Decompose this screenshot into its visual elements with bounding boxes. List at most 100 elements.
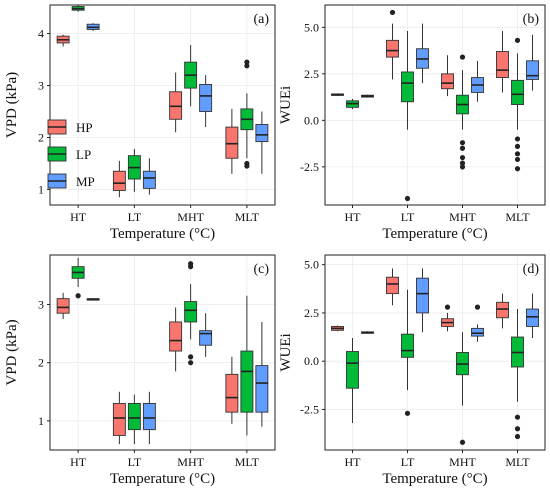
legend-item-LP: LP [47,146,91,162]
x-tick-label: MHT [449,210,476,224]
box-LP-HT [346,338,359,423]
x-tick-label: HT [70,455,87,469]
panel-border [49,254,276,451]
x-axis-title: Temperature (°C) [110,471,215,487]
box-HP-LT [386,268,399,306]
outlier-point [514,151,521,157]
box-MP-MLT [526,34,539,91]
box-MP-HT [361,331,374,334]
box-HP-HT [331,93,344,96]
panel-b: -2.5 0.0 2.5 5.0 HT LT MHT MLT Temperature (°C) W… [278,4,546,242]
box-HP-HT [56,34,70,47]
outlier-point [459,439,466,445]
box-MP-LT [142,391,156,445]
outlier-point [459,160,466,166]
y-axis-title: WUEi [278,333,294,371]
y-tick-label: 2.5 [304,306,319,320]
legend: HP LP MP [47,119,95,189]
outlier-point [404,195,411,202]
x-axis-title: Temperature (°C) [382,226,487,242]
box-HP-MLT [496,31,509,93]
box-body [199,84,213,112]
box-MP-LT [142,158,156,195]
outlier-point [474,304,481,310]
y-tick-label: -2.5 [300,160,319,174]
box-MP-MLT [526,293,539,339]
outlier-point [389,9,396,16]
panel-c: 1 2 3 HT LT MHT MLT Temperature (°C) VPD (kPa) (c… [4,254,276,487]
box-HP-MLT [496,293,509,329]
y-tick-label: 4 [38,27,44,41]
box-body [225,373,239,413]
plot-area [49,254,276,451]
box-LP-MLT [240,59,254,169]
box-body [526,60,539,80]
outlier-point [514,426,521,432]
box-body [401,71,414,103]
box-LP-LT [401,289,414,416]
outlier-point [244,59,250,65]
x-tick-label: HT [345,210,362,224]
panel-tag: (a) [253,12,269,27]
box-HP-MLT [225,108,239,174]
panel-border [324,254,546,451]
y-tick-label: 2.5 [304,67,319,81]
x-tick-label: LT [128,455,142,469]
x-tick-label: MLT [505,210,530,224]
box-body [471,327,484,337]
outlier-point [459,140,466,146]
box-body [112,170,126,191]
outlier-point [459,54,466,60]
outlier-point [459,164,466,170]
box-MP-MHT [471,60,484,102]
box-body [401,333,414,358]
y-axis-title: VPD (kPa) [4,72,20,138]
box-body [225,126,239,159]
box-LP-MLT [511,309,524,440]
y-tick-label: -2.5 [300,402,319,416]
box-LP-HT [71,257,85,299]
y-tick-label: 2 [38,356,44,370]
outlier-point [514,37,521,43]
outlier-point [188,261,194,267]
y-tick-label: 1 [38,182,44,196]
box-MP-MHT [199,313,213,357]
y-tick-label: 5.0 [304,20,319,34]
box-HP-MLT [225,356,239,424]
y-tick-label: 1 [38,414,44,428]
x-tick-label: MHT [177,455,204,469]
box-MP-HT [86,298,100,301]
box-LP-MLT [511,37,524,172]
box-HP-LT [386,9,399,80]
box-body [169,321,183,352]
box-HP-MHT [441,55,454,97]
box-LP-LT [127,394,141,445]
legend-item-HP: HP [47,119,93,135]
x-tick-label: MLT [235,455,260,469]
y-axis-title: VPD (kPa) [4,319,20,385]
box-MP-HT [361,94,374,98]
box-LP-HT [346,98,359,110]
plot-area [324,4,546,206]
box-LP-MHT [184,45,198,107]
outlier-point [459,154,466,161]
box-body [496,51,509,79]
x-tick-label: HT [70,210,87,224]
outlier-point [514,156,521,163]
y-tick-label: 0.0 [304,354,319,368]
box-HP-HT [56,292,70,320]
box-body [56,298,70,314]
outlier-point [75,293,81,299]
panel-tag: (d) [523,262,540,277]
x-tick-label: MHT [449,455,476,469]
box-HP-HT [331,325,344,332]
y-tick-label: 0.0 [304,113,319,127]
outlier-point [514,143,521,149]
y-tick-label: 3 [38,79,44,93]
box-body [496,301,509,319]
x-tick-label: LT [128,210,142,224]
legend-label: MP [76,174,95,189]
box-HP-MHT [169,307,183,372]
plot-area [324,254,546,451]
outlier-point [244,63,250,69]
